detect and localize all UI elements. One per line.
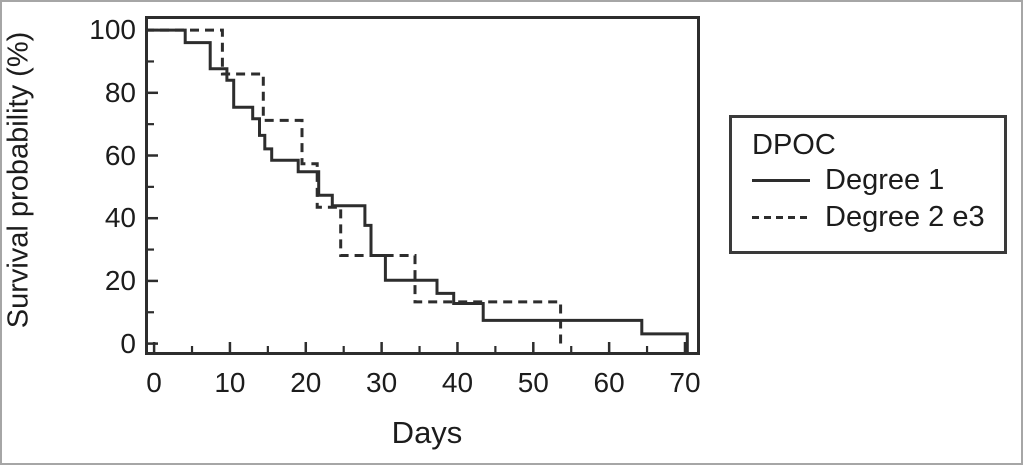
dashed-line-sample — [752, 216, 810, 219]
x-tick-label: 50 — [517, 367, 549, 398]
x-tick-label: 0 — [146, 367, 162, 398]
curve-degree-1 — [145, 28, 689, 352]
legend-entry-label: Degree 1 — [825, 164, 945, 196]
x-tick-label: 40 — [441, 367, 474, 398]
x-tick-label: 70 — [669, 367, 701, 398]
plot-area — [145, 16, 700, 355]
legend-entry-degree1: Degree 1 — [752, 162, 1004, 199]
y-tick-label: 100 — [89, 14, 136, 46]
legend-entry-degree2: Degree 2 e3 — [752, 199, 1004, 236]
x-tick-label: 30 — [366, 367, 398, 398]
y-tick-label: 20 — [104, 264, 136, 296]
x-tick-label: 10 — [214, 367, 246, 398]
y-tick-label: 40 — [104, 202, 136, 234]
plot-frame — [145, 16, 700, 355]
solid-line-sample — [752, 179, 810, 182]
x-tick-label: 20 — [290, 367, 322, 398]
legend: DPOC Degree 1 Degree 2 e3 — [729, 115, 1007, 254]
y-tick-label: 80 — [104, 76, 136, 108]
y-tick-label: 60 — [104, 139, 136, 171]
legend-title: DPOC — [752, 129, 836, 161]
x-tick-label: 60 — [593, 367, 625, 398]
x-axis-title: Days — [391, 415, 463, 450]
y-tick-label: 0 — [120, 327, 136, 359]
y-axis-title: Survival probability (%) — [2, 31, 35, 329]
legend-entry-label: Degree 2 e3 — [825, 201, 985, 233]
curve-degree-2-e3 — [145, 28, 563, 344]
